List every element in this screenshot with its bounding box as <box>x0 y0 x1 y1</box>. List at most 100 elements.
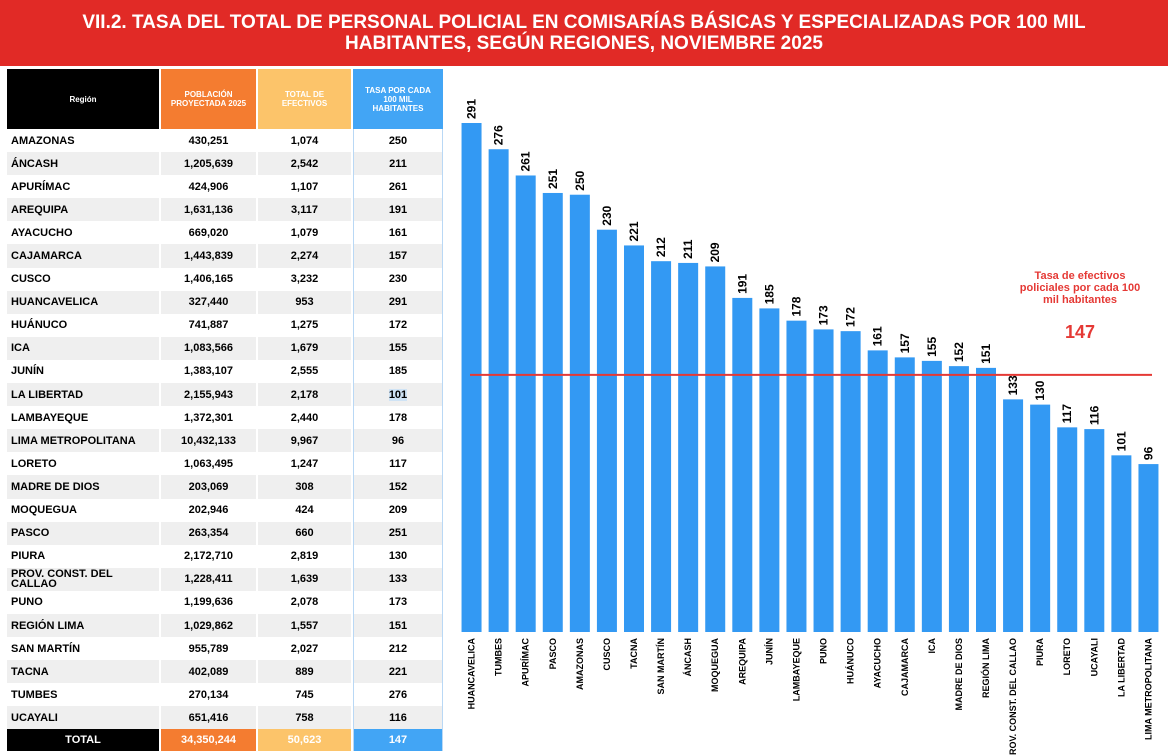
cell-text: 1,107 <box>290 180 319 193</box>
table-cell: 424,906 <box>161 175 256 198</box>
header-line: 100 MIL <box>383 94 413 104</box>
category-label: SAN MARTÍN <box>656 638 666 695</box>
category-label: HUÁNUCO <box>846 638 856 684</box>
header-line: TASA POR CADA <box>365 85 431 95</box>
value-label: 251 <box>546 169 560 189</box>
table-cell: 1,372,301 <box>161 406 256 429</box>
cell-text: ICA <box>11 342 30 355</box>
table-row: LORETO 1,063,495 1,247 117 <box>7 452 443 476</box>
table-row: APURÍMAC 424,906 1,107 261 <box>7 175 443 199</box>
table-cell: CAJAMARCA <box>7 244 159 268</box>
cell-text: 211 <box>389 157 407 170</box>
table-cell: 101 <box>353 383 443 407</box>
cell-text: LIMA METROPOLITANA <box>11 434 136 447</box>
table-cell: 1,406,165 <box>161 268 256 291</box>
table-cell: AREQUIPA <box>7 198 159 222</box>
table-cell: LORETO <box>7 452 159 475</box>
cell-text: AYACUCHO <box>11 226 73 239</box>
table-cell: 133 <box>353 567 443 591</box>
table-row: LIMA METROPOLITANA 10,432,133 9,967 96 <box>7 429 443 453</box>
table-cell: 1,205,639 <box>161 152 256 176</box>
category-label: MOQUEGUA <box>710 637 720 692</box>
table-cell: 1,631,136 <box>161 198 256 222</box>
table-row: PASCO 263,354 660 251 <box>7 521 443 545</box>
table-cell: 161 <box>353 221 443 245</box>
category-label: HUANCAVELICA <box>467 638 477 710</box>
category-label: TACNA <box>629 638 639 669</box>
table-cell: 178 <box>353 406 443 430</box>
category-label: MADRE DE DIOS <box>954 638 964 711</box>
table-cell: SAN MARTÍN <box>7 637 159 660</box>
cell-text: 2,555 <box>290 365 319 378</box>
cell-text: 1,372,301 <box>184 411 233 424</box>
bar <box>542 192 563 632</box>
cell-text: 2,819 <box>290 550 319 563</box>
title-line: VII.2. TASA DEL TOTAL DE PERSONAL POLICI… <box>82 12 1086 33</box>
cell-text: 2,274 <box>290 250 319 263</box>
total-cell: TOTAL <box>7 729 159 752</box>
table-row: PUNO 1,199,636 2,078 173 <box>7 590 443 614</box>
cell-text: 2,542 <box>290 157 319 170</box>
cell-text: LAMBAYEQUE <box>11 411 89 424</box>
table-cell: ICA <box>7 336 159 360</box>
cell-text: 155 <box>388 342 408 355</box>
cell-text: HUÁNUCO <box>11 319 68 332</box>
table-cell: 2,027 <box>258 637 351 660</box>
annotation: Tasa de efectivos <box>1035 270 1126 282</box>
header-line: POBLACIÓN <box>184 90 233 99</box>
table-cell: 263,354 <box>161 521 256 545</box>
cell-text: 1,205,639 <box>184 157 233 170</box>
cell-text: 1,029,862 <box>184 619 233 632</box>
cell-text: 157 <box>388 250 408 263</box>
cell-text: 1,247 <box>290 457 319 470</box>
table-cell: 1,079 <box>258 221 351 244</box>
cell-text: 745 <box>295 688 314 701</box>
category-label: PUNO <box>819 638 829 664</box>
value-label: 221 <box>627 221 641 241</box>
table-row: HUANCAVELICA 327,440 953 291 <box>7 290 443 314</box>
category-label: CUSCO <box>602 638 612 671</box>
table-cell: 2,440 <box>258 406 351 429</box>
table-cell: 1,063,495 <box>161 452 256 475</box>
category-label: REGIÓN LIMA <box>980 638 991 698</box>
table-cell: 1,639 <box>258 567 351 591</box>
table-cell: 2,274 <box>258 244 351 268</box>
cell-text: 117 <box>389 457 407 470</box>
value-label: 151 <box>979 344 993 364</box>
table-cell: 651,416 <box>161 706 256 730</box>
cell-text: 209 <box>388 504 408 517</box>
table-cell: 2,078 <box>258 591 351 614</box>
table-cell: 250 <box>353 129 443 153</box>
table-cell: 1,679 <box>258 336 351 360</box>
category-label: PIURA <box>1035 638 1045 667</box>
cell-text: 1,275 <box>290 319 319 332</box>
cell-text: 1,199,636 <box>184 596 233 609</box>
table-cell: 669,020 <box>161 221 256 244</box>
cell-text: 3,117 <box>291 203 318 216</box>
bar <box>461 123 482 632</box>
cell-text: 2,440 <box>290 411 319 424</box>
table-cell: 211 <box>353 152 443 176</box>
value-label: 161 <box>871 326 885 346</box>
cell-text: 1,063,495 <box>184 457 233 470</box>
category-label: LAMBAYEQUE <box>791 638 801 701</box>
category-label: UCAYALI <box>1089 638 1099 676</box>
bar <box>569 194 590 632</box>
cell-text: PASCO <box>11 527 50 540</box>
cell-text: 133 <box>388 573 408 586</box>
table-cell: 1,083,566 <box>161 336 256 360</box>
table-cell: 402,089 <box>161 660 256 684</box>
table-row: HUÁNUCO 741,887 1,275 172 <box>7 313 443 337</box>
table-cell: 889 <box>258 660 351 684</box>
bar <box>867 350 888 632</box>
cell-text: 130 <box>388 550 408 563</box>
value-label: 133 <box>1006 375 1020 395</box>
cell-text: 2,178 <box>290 388 319 401</box>
value-label: 185 <box>762 284 776 304</box>
table-cell: 1,443,839 <box>161 244 256 268</box>
value-label: 117 <box>1060 404 1074 424</box>
table-cell: AMAZONAS <box>7 129 159 152</box>
cell-text: 250 <box>388 134 408 147</box>
cell-text: MOQUEGUA <box>11 504 77 517</box>
cell-text: 263,354 <box>188 527 229 540</box>
